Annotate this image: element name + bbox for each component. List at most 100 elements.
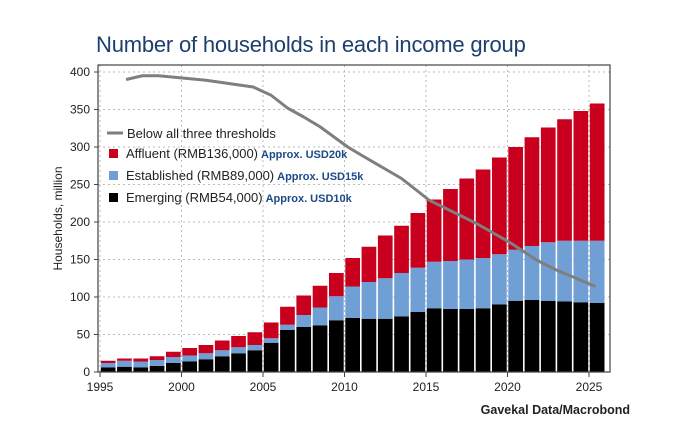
bar-emerging-2023 <box>557 301 572 372</box>
bar-affluent-2011 <box>361 246 377 282</box>
bar-established-2010 <box>345 286 360 318</box>
y-tick-label: 200 <box>70 215 90 229</box>
bar-affluent-2015 <box>426 199 442 262</box>
bar-established-1995 <box>100 363 116 368</box>
bar-affluent-2008 <box>312 285 328 308</box>
bar-affluent-2020 <box>508 147 523 250</box>
bar-affluent-2022 <box>540 127 556 243</box>
bar-established-2008 <box>312 307 328 326</box>
bar-established-2003 <box>231 347 246 354</box>
bar-emerging-2002 <box>214 356 230 372</box>
legend-swatch-established <box>109 171 118 180</box>
bar-emerging-2018 <box>475 308 491 372</box>
legend-swatch-affluent <box>109 149 118 158</box>
bar-established-1998 <box>149 360 165 366</box>
bar-affluent-1996 <box>117 358 132 361</box>
y-tick-label: 250 <box>70 178 90 192</box>
bar-emerging-2012 <box>377 318 393 372</box>
bar-established-2014 <box>410 267 426 312</box>
x-tick-label: 2015 <box>413 380 440 394</box>
bar-emerging-2000 <box>182 361 197 372</box>
bar-established-2005 <box>263 338 279 343</box>
bar-affluent-1997 <box>133 358 149 362</box>
bar-affluent-2007 <box>296 295 312 315</box>
x-tick-label: 2010 <box>331 380 358 394</box>
bar-affluent-2000 <box>182 348 197 356</box>
x-tick-label: 2005 <box>250 380 277 394</box>
bar-established-1999 <box>166 357 181 363</box>
y-tick-label: 150 <box>70 253 90 267</box>
y-tick-label: 350 <box>70 103 90 117</box>
bar-affluent-2002 <box>214 340 230 351</box>
bar-emerging-2019 <box>492 304 507 372</box>
x-tick-label: 1995 <box>87 380 114 394</box>
bar-established-2002 <box>214 350 230 357</box>
bar-emerging-2017 <box>459 309 475 372</box>
bar-established-2004 <box>247 345 263 351</box>
line-below-thresholds <box>125 74 597 288</box>
bar-emerging-2015 <box>426 308 442 372</box>
bar-affluent-1999 <box>166 351 181 357</box>
bar-affluent-2014 <box>410 213 426 268</box>
bar-affluent-2024 <box>573 111 589 241</box>
y-tick-label: 50 <box>77 328 91 342</box>
bar-emerging-2024 <box>573 302 589 372</box>
bar-affluent-2019 <box>492 157 507 255</box>
bar-affluent-2023 <box>557 119 572 241</box>
bar-emerging-2004 <box>247 350 263 372</box>
x-tick-label: 2025 <box>576 380 603 394</box>
bar-established-2015 <box>426 261 442 309</box>
bar-affluent-2018 <box>475 169 491 258</box>
y-tick-label: 300 <box>70 140 90 154</box>
bar-emerging-2014 <box>410 312 426 372</box>
legend-label-emerging: Emerging (RMB54,000) <box>126 190 263 205</box>
legend-label-line: Below all three thresholds <box>127 126 276 141</box>
bar-established-2017 <box>459 259 475 309</box>
x-tick-label: 2000 <box>168 380 195 394</box>
bar-established-2007 <box>296 315 312 327</box>
x-tick-label: 2020 <box>494 380 521 394</box>
chart-title: Number of households in each income grou… <box>96 32 526 57</box>
bar-emerging-2025 <box>589 303 605 372</box>
bar-established-2020 <box>508 249 523 301</box>
bar-emerging-1997 <box>133 367 149 372</box>
bar-affluent-2009 <box>329 273 344 297</box>
bar-emerging-2013 <box>394 316 409 372</box>
bar-emerging-1999 <box>166 363 181 372</box>
y-axis-label: Households, million <box>51 166 65 270</box>
y-tick-label: 100 <box>70 290 90 304</box>
bar-established-1997 <box>133 361 149 368</box>
bar-affluent-2001 <box>198 345 214 354</box>
bar-emerging-2022 <box>540 300 556 372</box>
plot-frame <box>97 64 611 373</box>
bar-affluent-2003 <box>231 336 246 348</box>
bar-established-2013 <box>394 273 409 317</box>
bar-affluent-1998 <box>149 356 165 360</box>
bar-emerging-2020 <box>508 300 523 372</box>
legend-note-established: Approx. USD15k <box>277 171 364 183</box>
bar-affluent-2016 <box>443 189 458 261</box>
bar-emerging-2008 <box>312 325 328 372</box>
bar-emerging-2010 <box>345 318 360 372</box>
bar-emerging-2021 <box>524 300 540 372</box>
bar-emerging-2007 <box>296 327 312 372</box>
bar-established-2006 <box>280 324 295 330</box>
source-note: Gavekal Data/Macrobond <box>480 403 630 417</box>
bar-established-2024 <box>573 240 589 303</box>
bar-emerging-2005 <box>263 342 279 372</box>
legend-label-established: Established (RMB89,000) <box>126 168 274 183</box>
bar-affluent-2005 <box>263 322 279 339</box>
bar-affluent-1995 <box>100 360 116 363</box>
bar-established-2011 <box>361 282 377 319</box>
bar-emerging-2006 <box>280 330 295 372</box>
bar-established-2001 <box>198 353 214 360</box>
legend-note-affluent: Approx. USD20k <box>261 149 348 161</box>
legend-note-emerging: Approx. USD10k <box>266 193 353 205</box>
bar-established-2023 <box>557 240 572 302</box>
bar-established-1996 <box>117 360 132 367</box>
legend-swatch-emerging <box>109 193 118 202</box>
bar-established-2025 <box>589 240 605 303</box>
bar-emerging-1998 <box>149 366 165 372</box>
bar-emerging-2009 <box>329 320 344 372</box>
